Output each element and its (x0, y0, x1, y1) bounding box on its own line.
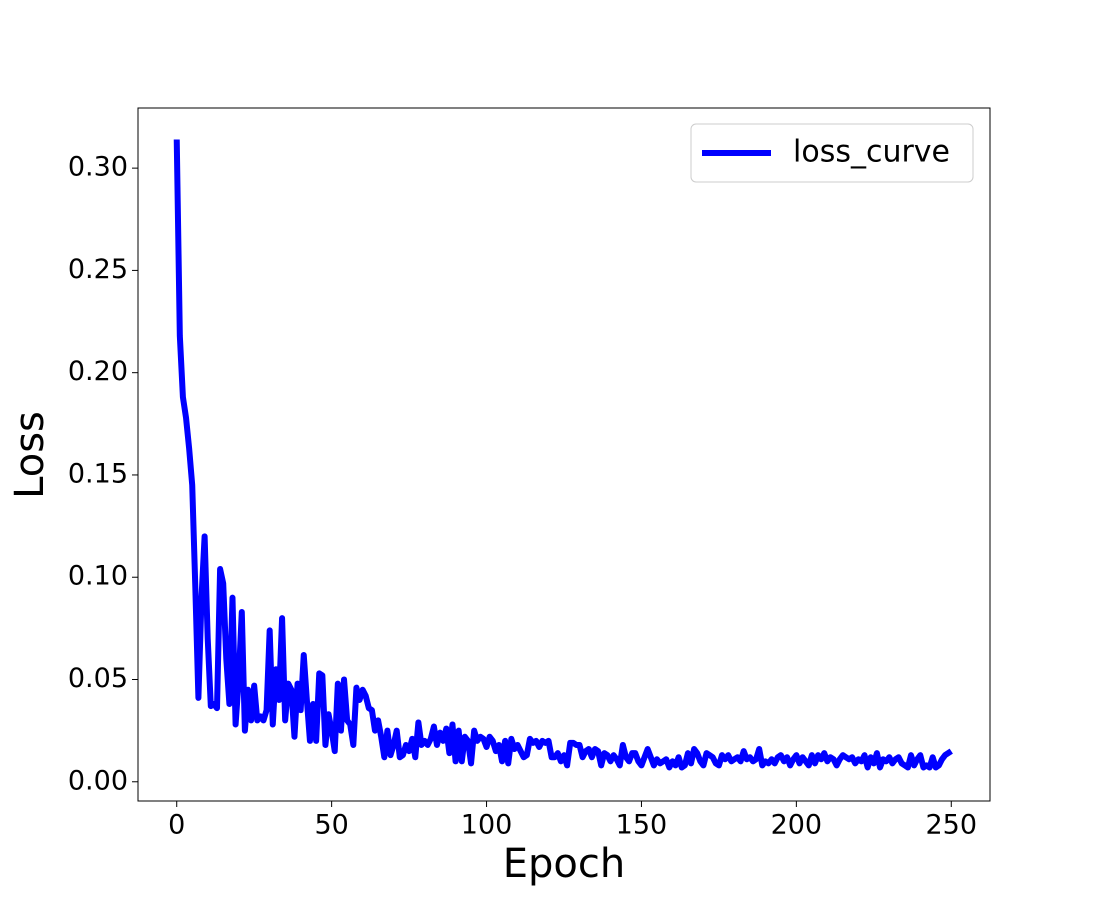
x-tick-label: 0 (168, 810, 185, 841)
y-tick-label: 0.25 (68, 254, 128, 285)
y-tick-label: 0.15 (68, 458, 128, 489)
plot-frame (137, 107, 991, 802)
x-tick-label: 250 (925, 810, 977, 841)
y-axis-label: Loss (7, 411, 53, 499)
y-tick-label: 0.00 (68, 765, 128, 796)
legend-box (690, 123, 974, 183)
x-tick-label: 150 (616, 810, 668, 841)
x-tick-label: 50 (314, 810, 348, 841)
x-tick-label: 200 (771, 810, 823, 841)
x-axis-label: Epoch (503, 841, 625, 887)
loss-line (173, 139, 953, 771)
x-tick-label: 100 (461, 810, 513, 841)
y-tick-label: 0.10 (68, 561, 128, 592)
y-tick-label: 0.05 (68, 663, 128, 694)
y-tick-label: 0.30 (68, 152, 128, 183)
y-tick-label: 0.20 (68, 356, 128, 387)
legend-label: loss_curve (793, 135, 950, 170)
